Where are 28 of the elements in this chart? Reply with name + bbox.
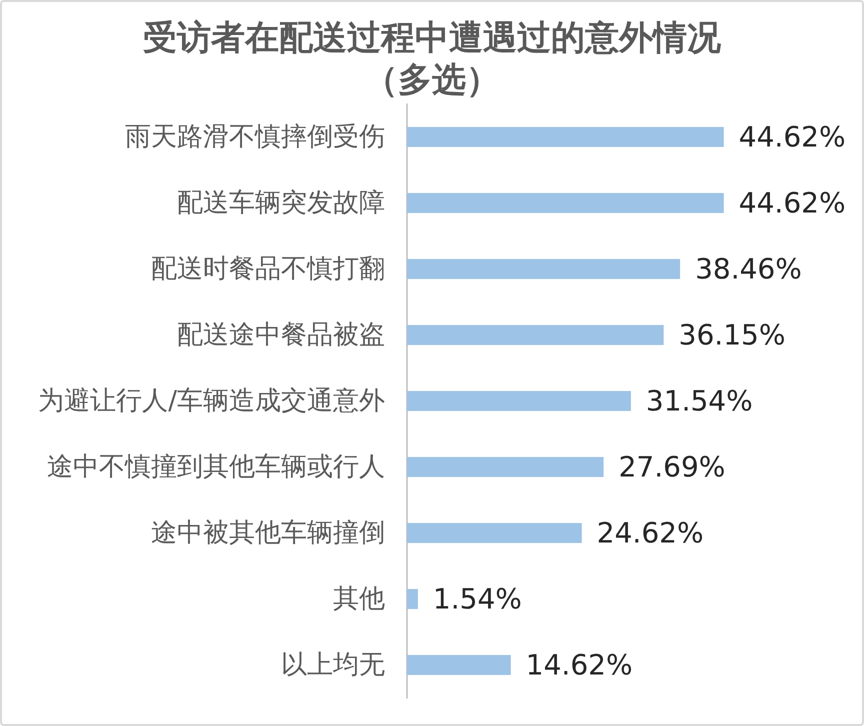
data-label: 36.15% [678, 318, 786, 352]
data-label: 14.62% [526, 648, 633, 682]
chart-title: 受访者在配送过程中遭遇过的意外情况（多选） [143, 18, 722, 100]
data-label: 31.54% [646, 384, 753, 418]
y-tick-label: 途中不慎撞到其他车辆或行人 [47, 452, 385, 482]
data-label: 1.54% [432, 582, 522, 616]
bar [407, 259, 680, 279]
data-label: 38.46% [695, 252, 802, 286]
data-label: 44.62% [738, 120, 846, 154]
bar [407, 193, 724, 213]
y-tick-label: 雨天路滑不慎摔倒受伤 [125, 122, 385, 152]
data-label: 27.69% [618, 450, 726, 484]
bar [407, 391, 631, 411]
data-label: 44.62% [738, 186, 846, 220]
bar [407, 523, 582, 543]
bar [407, 457, 604, 477]
y-tick-label: 配送时餐品不慎打翻 [151, 254, 385, 284]
bar [407, 325, 664, 345]
bar [407, 127, 724, 147]
bar [407, 655, 511, 675]
y-tick-label: 途中被其他车辆撞倒 [151, 518, 385, 548]
y-tick-label: 为避让行人/车辆造成交通意外 [38, 386, 385, 416]
bar [407, 589, 418, 609]
y-tick-label: 配送途中餐品被盗 [177, 320, 385, 350]
y-tick-label: 配送车辆突发故障 [177, 188, 385, 218]
data-label: 24.62% [596, 516, 704, 550]
y-tick-label: 其他 [333, 584, 385, 614]
y-tick-label: 以上均无 [281, 650, 385, 680]
